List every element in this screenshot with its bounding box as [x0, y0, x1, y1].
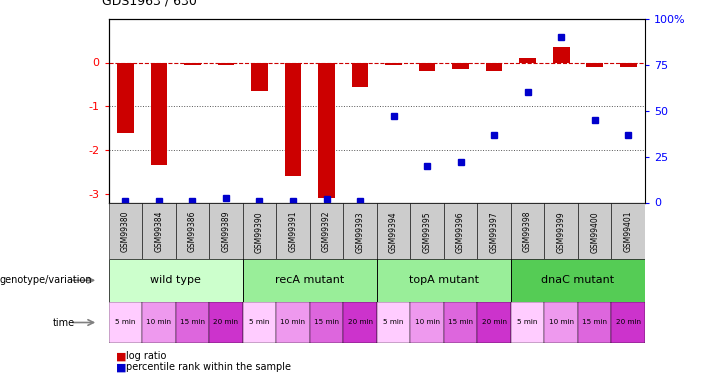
- Bar: [586, 63, 603, 67]
- Bar: [519, 58, 536, 63]
- Text: genotype/variation: genotype/variation: [0, 275, 93, 285]
- Text: 20 min: 20 min: [482, 320, 507, 326]
- Text: GSM99400: GSM99400: [590, 211, 599, 253]
- Bar: [486, 63, 503, 71]
- Bar: [117, 63, 134, 132]
- Bar: [142, 202, 176, 259]
- Bar: [418, 63, 435, 71]
- Bar: [611, 202, 645, 259]
- Bar: [176, 202, 209, 259]
- Bar: [109, 302, 142, 343]
- Bar: [477, 302, 511, 343]
- Bar: [511, 259, 645, 302]
- Text: log ratio: log ratio: [126, 351, 167, 361]
- Text: percentile rank within the sample: percentile rank within the sample: [126, 363, 291, 372]
- Text: 10 min: 10 min: [414, 320, 440, 326]
- Text: GSM99396: GSM99396: [456, 211, 465, 253]
- Bar: [477, 202, 511, 259]
- Bar: [545, 202, 578, 259]
- Bar: [176, 302, 209, 343]
- Bar: [410, 202, 444, 259]
- Text: GSM99386: GSM99386: [188, 211, 197, 252]
- Bar: [452, 63, 469, 69]
- Text: GSM99380: GSM99380: [121, 211, 130, 252]
- Text: GSM99391: GSM99391: [289, 211, 297, 252]
- Text: dnaC mutant: dnaC mutant: [541, 275, 615, 285]
- Bar: [109, 259, 243, 302]
- Bar: [318, 63, 335, 198]
- Text: GDS1963 / 630: GDS1963 / 630: [102, 0, 196, 8]
- Bar: [410, 302, 444, 343]
- Bar: [142, 302, 176, 343]
- Bar: [276, 202, 310, 259]
- Bar: [251, 63, 268, 91]
- Text: 5 min: 5 min: [250, 320, 270, 326]
- Bar: [243, 259, 377, 302]
- Text: time: time: [53, 318, 75, 327]
- Text: 15 min: 15 min: [448, 320, 473, 326]
- Bar: [209, 302, 243, 343]
- Bar: [444, 302, 477, 343]
- Bar: [109, 202, 142, 259]
- Bar: [385, 63, 402, 64]
- Bar: [377, 202, 410, 259]
- Bar: [310, 202, 343, 259]
- Bar: [343, 302, 377, 343]
- Text: recA mutant: recA mutant: [275, 275, 344, 285]
- Bar: [511, 302, 545, 343]
- Text: 10 min: 10 min: [147, 320, 172, 326]
- Text: GSM99394: GSM99394: [389, 211, 398, 253]
- Text: GSM99395: GSM99395: [423, 211, 432, 253]
- Bar: [611, 302, 645, 343]
- Text: GSM99398: GSM99398: [523, 211, 532, 252]
- Bar: [243, 302, 276, 343]
- Bar: [217, 63, 234, 64]
- Bar: [352, 63, 369, 87]
- Text: 5 min: 5 min: [115, 320, 135, 326]
- Text: 10 min: 10 min: [549, 320, 573, 326]
- Text: GSM99389: GSM99389: [222, 211, 231, 252]
- Bar: [377, 302, 410, 343]
- Bar: [511, 202, 545, 259]
- Bar: [620, 63, 637, 67]
- Bar: [243, 202, 276, 259]
- Text: 15 min: 15 min: [180, 320, 205, 326]
- Text: topA mutant: topA mutant: [409, 275, 479, 285]
- Bar: [377, 259, 511, 302]
- Text: 20 min: 20 min: [615, 320, 641, 326]
- Bar: [343, 202, 377, 259]
- Bar: [553, 47, 569, 63]
- Bar: [545, 302, 578, 343]
- Text: 15 min: 15 min: [582, 320, 607, 326]
- Bar: [151, 63, 168, 165]
- Bar: [184, 63, 200, 64]
- Bar: [209, 202, 243, 259]
- Text: 20 min: 20 min: [214, 320, 238, 326]
- Text: GSM99401: GSM99401: [624, 211, 633, 252]
- Bar: [285, 63, 301, 176]
- Text: 15 min: 15 min: [314, 320, 339, 326]
- Text: GSM99397: GSM99397: [489, 211, 498, 253]
- Text: 5 min: 5 min: [383, 320, 404, 326]
- Text: GSM99384: GSM99384: [154, 211, 163, 252]
- Text: ■: ■: [116, 363, 126, 372]
- Text: 20 min: 20 min: [348, 320, 372, 326]
- Bar: [276, 302, 310, 343]
- Text: wild type: wild type: [150, 275, 201, 285]
- Text: GSM99399: GSM99399: [557, 211, 566, 253]
- Bar: [444, 202, 477, 259]
- Text: 5 min: 5 min: [517, 320, 538, 326]
- Bar: [310, 302, 343, 343]
- Text: ■: ■: [116, 351, 126, 361]
- Text: 10 min: 10 min: [280, 320, 306, 326]
- Text: GSM99392: GSM99392: [322, 211, 331, 252]
- Bar: [578, 302, 611, 343]
- Text: GSM99393: GSM99393: [355, 211, 365, 253]
- Bar: [578, 202, 611, 259]
- Text: GSM99390: GSM99390: [255, 211, 264, 253]
